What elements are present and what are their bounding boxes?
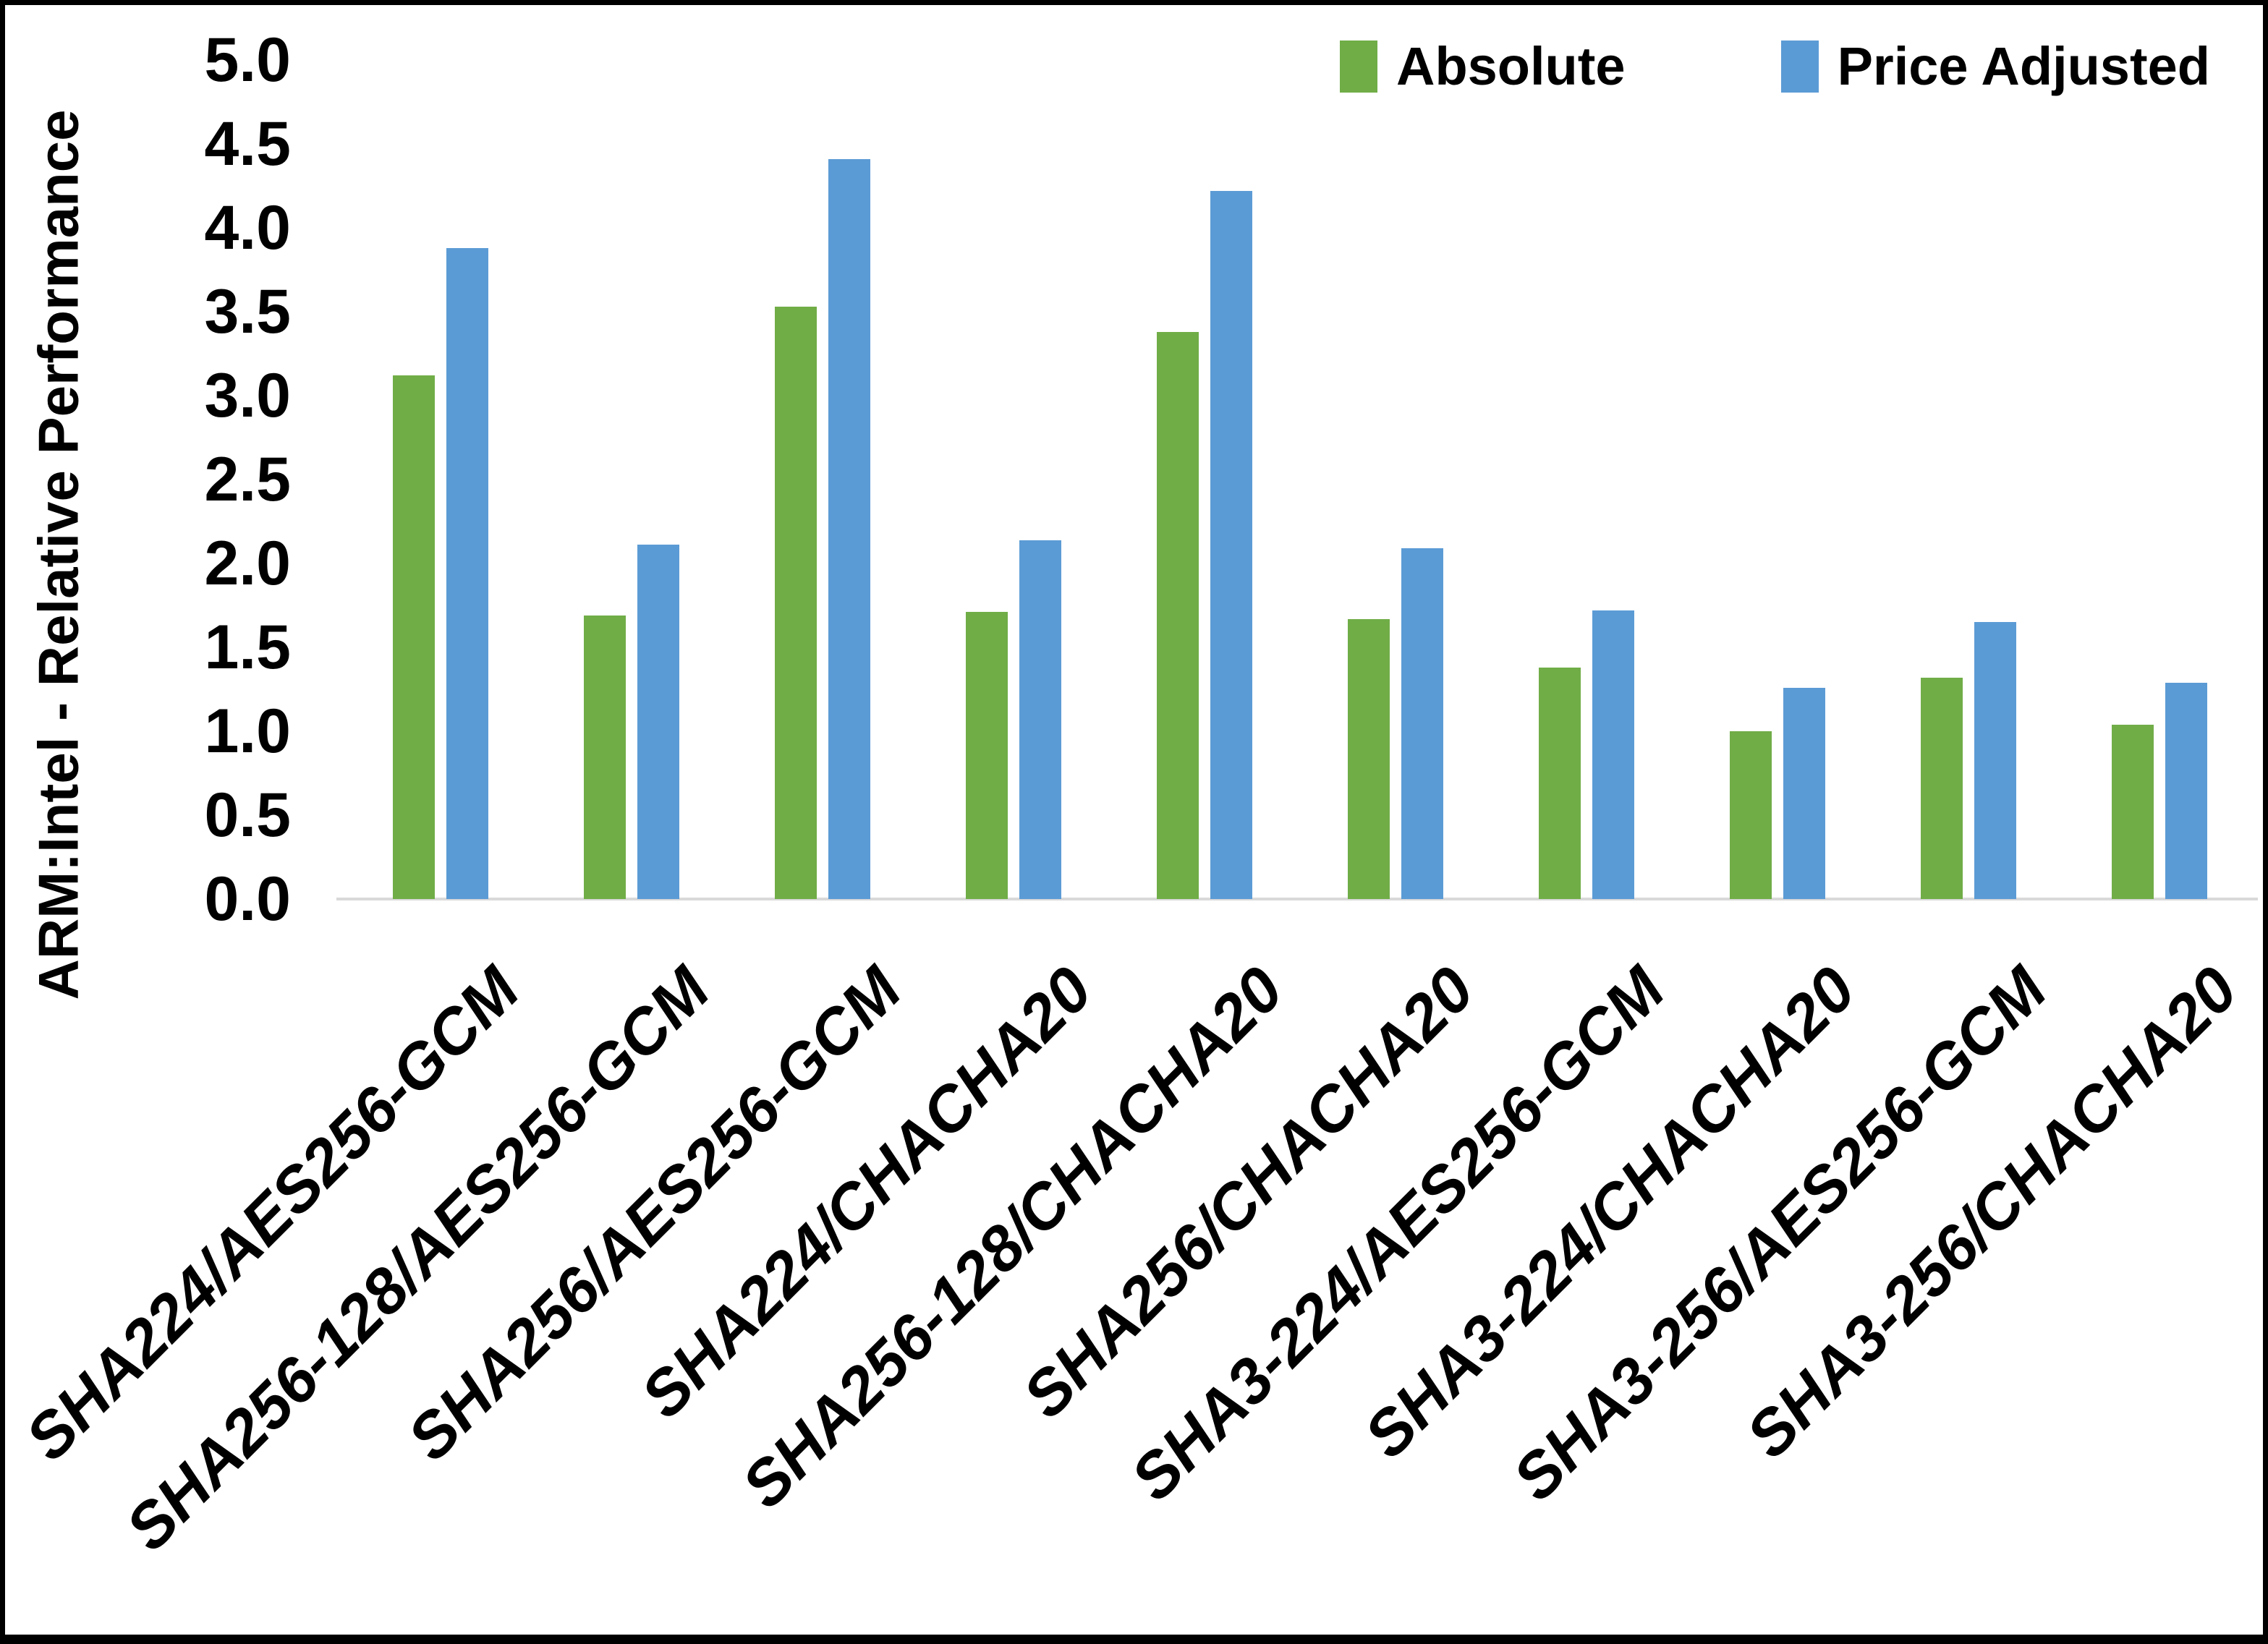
price-adjusted-bar [1210, 191, 1252, 899]
price-adjusted-bar [2165, 683, 2207, 899]
category-group [1682, 60, 1873, 899]
category-group [918, 60, 1109, 899]
absolute-bar [584, 616, 626, 899]
price-adjusted-bar [1974, 622, 2016, 899]
x-axis-category-label: SHA224/CHACHA20 [627, 953, 1105, 1432]
y-axis-tick-label: 4.0 [204, 193, 291, 263]
y-axis-tick-label: 4.5 [204, 109, 291, 179]
y-axis-tick-label: 0.5 [204, 780, 291, 850]
absolute-bar [1730, 731, 1772, 899]
x-axis-category-label: SHA3-256/CHACHA20 [1733, 953, 2251, 1472]
category-group [1873, 60, 2064, 899]
category-group [536, 60, 727, 899]
price-adjusted-bar [1592, 610, 1634, 899]
price-adjusted-bar [1019, 540, 1061, 899]
category-group [2064, 60, 2255, 899]
absolute-bar [2112, 725, 2154, 899]
category-group [1300, 60, 1491, 899]
y-axis-tick-label: 1.5 [204, 613, 291, 682]
y-axis-tick-label: 1.0 [204, 697, 291, 766]
price-adjusted-bar [1783, 688, 1825, 899]
y-axis-tick-label: 3.5 [204, 277, 291, 346]
x-axis-category-label: SHA256/AES256-GCM [393, 953, 914, 1474]
x-axis-line [336, 898, 2258, 900]
legend-label-price-adjusted: Price Adjusted [1837, 36, 2210, 96]
legend-item-price-adjusted: Price Adjusted [1780, 35, 2210, 97]
legend-item-absolute: Absolute [1340, 35, 1626, 97]
category-group [727, 60, 918, 899]
legend: Absolute Price Adjusted [1340, 35, 2210, 97]
y-axis-tick-label: 5.0 [204, 25, 291, 95]
y-axis-tick-label: 3.0 [204, 361, 291, 430]
x-axis-category-label: SHA256-128/CHACHA20 [727, 953, 1296, 1522]
category-group [345, 60, 536, 899]
x-axis-category-label: SHA3-224/CHACHA20 [1351, 953, 1869, 1472]
absolute-bar [775, 307, 817, 899]
plot-area [345, 60, 2255, 899]
x-axis-category-label: SHA3-256/AES256-GCM [1499, 953, 2060, 1515]
absolute-bar [1157, 332, 1199, 899]
x-axis-category-label: SHA3-224/AES256-GCM [1117, 953, 1678, 1515]
absolute-bar [966, 612, 1008, 899]
price-adjusted-bar [637, 545, 679, 899]
price-adjusted-bar [446, 248, 488, 899]
legend-swatch-absolute-icon [1340, 40, 1377, 93]
category-group [1491, 60, 1682, 899]
x-axis-category-label: SHA224/AES256-GCM [11, 953, 532, 1474]
legend-label-absolute: Absolute [1396, 36, 1626, 96]
y-axis-tick-label: 2.0 [204, 529, 291, 598]
absolute-bar [393, 375, 435, 899]
x-axis-category-label: SHA256-128/AES256-GCM [112, 953, 723, 1564]
price-adjusted-bar [828, 159, 870, 899]
y-axis-title: ARM:Intel - Relative Performance [26, 109, 90, 1000]
absolute-bar [1921, 678, 1963, 899]
absolute-bar [1539, 668, 1581, 899]
category-group [1109, 60, 1300, 899]
legend-swatch-price-adjusted-icon [1780, 40, 1819, 93]
absolute-bar [1348, 619, 1390, 899]
y-axis-tick-label: 2.5 [204, 445, 291, 514]
price-adjusted-bar [1401, 548, 1443, 899]
x-axis-category-label: SHA256/CHACHA20 [1008, 953, 1487, 1432]
y-axis-tick-label: 0.0 [204, 864, 291, 934]
